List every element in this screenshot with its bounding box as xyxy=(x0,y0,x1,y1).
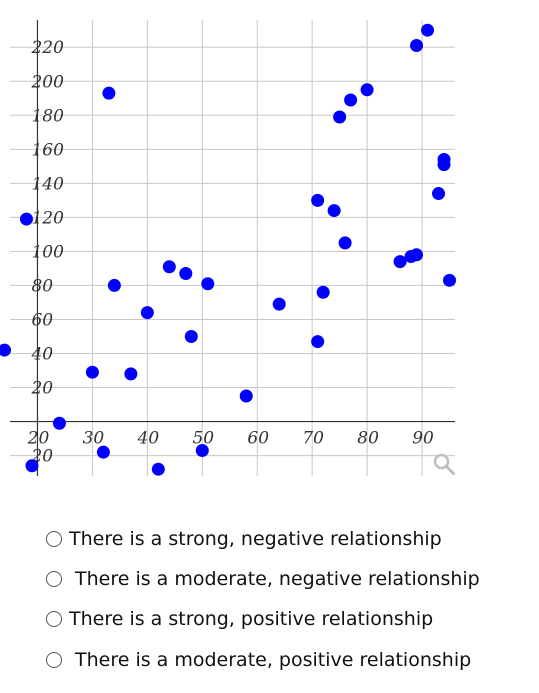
data-point xyxy=(272,297,286,311)
y-tick-label: 140 xyxy=(31,174,64,194)
data-point xyxy=(410,248,424,262)
data-point xyxy=(360,83,374,97)
data-point xyxy=(443,273,457,287)
y-tick-label: 100 xyxy=(31,242,64,262)
y-tick-label: 180 xyxy=(31,106,64,126)
option-label: There is a strong, negative relationship xyxy=(69,528,442,550)
data-point xyxy=(421,23,435,37)
option-label: There is a moderate, positive relationsh… xyxy=(75,649,472,671)
data-point xyxy=(311,335,325,349)
data-point xyxy=(393,255,407,269)
option-moderate-negative[interactable]: There is a moderate, negative relationsh… xyxy=(46,568,480,590)
y-tick-label: 60 xyxy=(31,310,53,330)
data-point xyxy=(124,367,138,381)
data-points xyxy=(0,23,457,476)
x-tick-label: 70 xyxy=(302,429,324,449)
radio-button[interactable] xyxy=(46,531,62,547)
data-point xyxy=(432,187,446,201)
data-point xyxy=(0,343,12,357)
radio-button[interactable] xyxy=(46,652,62,668)
data-point xyxy=(52,416,66,430)
y-tick-label: 80 xyxy=(31,276,53,296)
data-point xyxy=(316,285,330,299)
y-tick-label: 200 xyxy=(30,72,64,92)
data-point xyxy=(102,86,116,100)
y-tick-label: 40 xyxy=(30,344,53,364)
option-label: There is a strong, positive relationship xyxy=(69,608,434,630)
option-label: There is a moderate, negative relationsh… xyxy=(75,568,480,590)
data-point xyxy=(338,236,352,250)
option-strong-negative[interactable]: There is a strong, negative relationship xyxy=(46,528,442,550)
data-point xyxy=(162,260,176,274)
data-point xyxy=(195,443,209,457)
data-point xyxy=(179,267,193,281)
radio-button[interactable] xyxy=(46,571,62,587)
data-point xyxy=(201,277,215,291)
option-moderate-positive[interactable]: There is a moderate, positive relationsh… xyxy=(46,649,471,671)
option-strong-positive[interactable]: There is a strong, positive relationship xyxy=(46,608,433,630)
tick-labels: 20 30 40 50 60 70 80 90202040608010012014016018… xyxy=(27,38,434,466)
data-point xyxy=(140,306,154,320)
data-point xyxy=(25,459,39,473)
x-tick-label: 60 xyxy=(247,429,269,449)
data-point xyxy=(19,212,33,226)
data-point xyxy=(333,110,347,124)
data-point xyxy=(184,329,198,343)
x-tick-label: 90 xyxy=(412,429,434,449)
radio-button[interactable] xyxy=(46,611,62,627)
chart-axes xyxy=(10,20,455,476)
y-tick-label: 120 xyxy=(31,208,64,228)
x-tick-label: 40 xyxy=(137,429,160,449)
data-point xyxy=(410,39,424,53)
data-point xyxy=(96,445,110,459)
x-tick-label: 50 xyxy=(192,429,214,449)
data-point xyxy=(85,365,99,379)
y-tick-label: 160 xyxy=(31,140,64,160)
data-point xyxy=(151,462,165,476)
data-point xyxy=(311,193,325,207)
scatter-chart: 20 30 40 50 60 70 80 90202040608010012014016018… xyxy=(0,20,457,476)
x-tick-label: 30 xyxy=(83,429,105,449)
magnifier-icon[interactable] xyxy=(432,452,456,476)
data-point xyxy=(344,93,358,107)
data-point xyxy=(437,153,451,167)
x-tick-label: 20 xyxy=(27,429,50,449)
y-tick-label: 220 xyxy=(30,38,64,58)
data-point xyxy=(239,389,253,403)
y-tick-label: 20 xyxy=(30,379,53,399)
x-tick-label: 80 xyxy=(357,429,379,449)
data-point xyxy=(327,204,341,218)
data-point xyxy=(107,278,121,292)
chart-grid xyxy=(10,20,455,476)
